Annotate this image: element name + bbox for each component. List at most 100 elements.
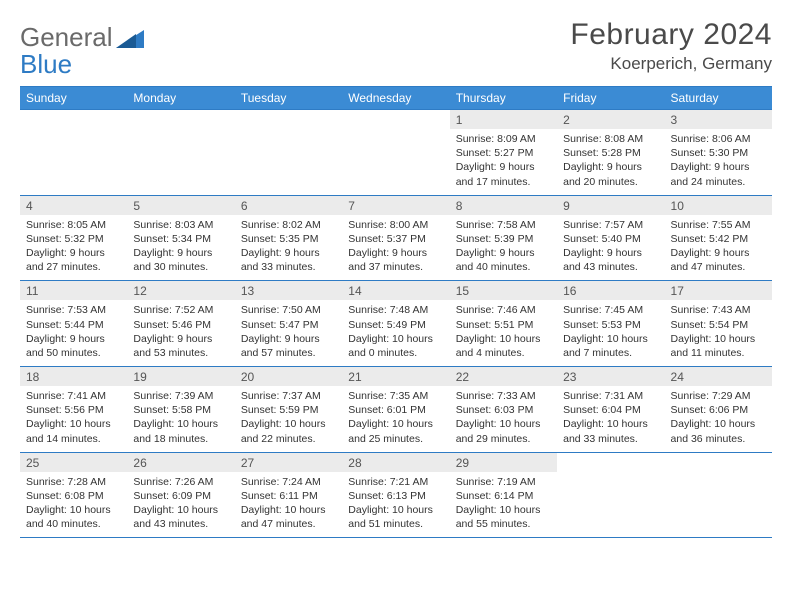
day-cell (235, 110, 342, 196)
day-cell: 7Sunrise: 8:00 AMSunset: 5:37 PMDaylight… (342, 195, 449, 281)
day-cell: 17Sunrise: 7:43 AMSunset: 5:54 PMDayligh… (665, 281, 772, 367)
day-number: 15 (450, 281, 557, 300)
sunset-text: Sunset: 5:46 PM (133, 318, 228, 332)
sunrise-text: Sunrise: 7:50 AM (241, 303, 336, 317)
day-body (127, 129, 234, 187)
sunrise-text: Sunrise: 8:06 AM (671, 132, 766, 146)
sunset-text: Sunset: 5:47 PM (241, 318, 336, 332)
daylight-text: Daylight: 10 hours and 22 minutes. (241, 417, 336, 445)
day-cell: 20 Sunrise: 7:37 AMSunset: 5:59 PMDayligh… (235, 367, 342, 453)
sunrise-text: Sunrise: 7:58 AM (456, 218, 551, 232)
sunrise-text: Sunrise: 7:52 AM (133, 303, 228, 317)
sunset-text: Sunset: 5:30 PM (671, 146, 766, 160)
day-cell: 9Sunrise: 7:57 AMSunset: 5:40 PMDaylight… (557, 195, 664, 281)
sunset-text: Sunset: 6:01 PM (348, 403, 443, 417)
day-body: Sunrise: 7:26 AMSunset: 6:09 PMDaylight:… (127, 472, 234, 538)
day-body: Sunrise: 7:39 AMSunset: 5:58 PMDaylight:… (127, 386, 234, 452)
sunset-text: Sunset: 5:34 PM (133, 232, 228, 246)
sunrise-text: Sunrise: 7:28 AM (26, 475, 121, 489)
week-row: 11Sunrise: 7:53 AMSunset: 5:44 PMDayligh… (20, 281, 772, 367)
daylight-text: Daylight: 9 hours and 47 minutes. (671, 246, 766, 274)
sunset-text: Sunset: 5:51 PM (456, 318, 551, 332)
sunrise-text: Sunrise: 7:26 AM (133, 475, 228, 489)
day-number: 20 (235, 367, 342, 386)
day-number (342, 110, 449, 129)
day-body: Sunrise: 8:08 AMSunset: 5:28 PMDaylight:… (557, 129, 664, 195)
sunset-text: Sunset: 5:37 PM (348, 232, 443, 246)
daylight-text: Daylight: 10 hours and 40 minutes. (26, 503, 121, 531)
day-number: 3 (665, 110, 772, 129)
daylight-text: Daylight: 10 hours and 14 minutes. (26, 417, 121, 445)
day-number: 7 (342, 196, 449, 215)
daylight-text: Daylight: 10 hours and 0 minutes. (348, 332, 443, 360)
day-number: 17 (665, 281, 772, 300)
day-body: Sunrise: 7:43 AMSunset: 5:54 PMDaylight:… (665, 300, 772, 366)
daylight-text: Daylight: 10 hours and 11 minutes. (671, 332, 766, 360)
sunrise-text: Sunrise: 7:19 AM (456, 475, 551, 489)
sunrise-text: Sunrise: 7:24 AM (241, 475, 336, 489)
location: Koerperich, Germany (570, 54, 772, 74)
day-body: Sunrise: 7:45 AMSunset: 5:53 PMDaylight:… (557, 300, 664, 366)
sunset-text: Sunset: 6:03 PM (456, 403, 551, 417)
day-cell: 2Sunrise: 8:08 AMSunset: 5:28 PMDaylight… (557, 110, 664, 196)
sunrise-text: Sunrise: 7:53 AM (26, 303, 121, 317)
week-row: 18Sunrise: 7:41 AMSunset: 5:56 PMDayligh… (20, 367, 772, 453)
calendar-table: Sunday Monday Tuesday Wednesday Thursday… (20, 86, 772, 538)
day-cell: 6Sunrise: 8:02 AMSunset: 5:35 PMDaylight… (235, 195, 342, 281)
sunrise-text: Sunrise: 8:02 AM (241, 218, 336, 232)
day-cell: 3Sunrise: 8:06 AMSunset: 5:30 PMDaylight… (665, 110, 772, 196)
day-header: Saturday (665, 87, 772, 110)
day-body: Sunrise: 8:02 AMSunset: 5:35 PMDaylight:… (235, 215, 342, 281)
day-cell: 4Sunrise: 8:05 AMSunset: 5:32 PMDaylight… (20, 195, 127, 281)
day-body (557, 472, 664, 530)
day-cell: 25Sunrise: 7:28 AMSunset: 6:08 PMDayligh… (20, 452, 127, 538)
day-body: Sunrise: 7:28 AMSunset: 6:08 PMDaylight:… (20, 472, 127, 538)
daylight-text: Daylight: 10 hours and 43 minutes. (133, 503, 228, 531)
logo-text-2: Blue (20, 49, 72, 79)
daylight-text: Daylight: 10 hours and 29 minutes. (456, 417, 551, 445)
day-number: 12 (127, 281, 234, 300)
day-body: Sunrise: 7:35 AMSunset: 6:01 PMDaylight:… (342, 386, 449, 452)
sunset-text: Sunset: 5:59 PM (241, 403, 336, 417)
day-header-row: Sunday Monday Tuesday Wednesday Thursday… (20, 87, 772, 110)
sunset-text: Sunset: 5:58 PM (133, 403, 228, 417)
day-number: 2 (557, 110, 664, 129)
sunrise-text: Sunrise: 8:00 AM (348, 218, 443, 232)
day-cell (342, 110, 449, 196)
sunset-text: Sunset: 6:14 PM (456, 489, 551, 503)
day-cell: 12Sunrise: 7:52 AMSunset: 5:46 PMDayligh… (127, 281, 234, 367)
day-number: 19 (127, 367, 234, 386)
sunrise-text: Sunrise: 7:37 AM (241, 389, 336, 403)
day-body: Sunrise: 7:21 AMSunset: 6:13 PMDaylight:… (342, 472, 449, 538)
day-number: 26 (127, 453, 234, 472)
daylight-text: Daylight: 10 hours and 4 minutes. (456, 332, 551, 360)
day-body: Sunrise: 7:57 AMSunset: 5:40 PMDaylight:… (557, 215, 664, 281)
daylight-text: Daylight: 9 hours and 40 minutes. (456, 246, 551, 274)
sunset-text: Sunset: 5:40 PM (563, 232, 658, 246)
day-body: Sunrise: 7:41 AMSunset: 5:56 PMDaylight:… (20, 386, 127, 452)
day-cell: 11Sunrise: 7:53 AMSunset: 5:44 PMDayligh… (20, 281, 127, 367)
day-cell: 19Sunrise: 7:39 AMSunset: 5:58 PMDayligh… (127, 367, 234, 453)
sunset-text: Sunset: 5:53 PM (563, 318, 658, 332)
day-cell: 29Sunrise: 7:19 AMSunset: 6:14 PMDayligh… (450, 452, 557, 538)
sunset-text: Sunset: 5:54 PM (671, 318, 766, 332)
day-number: 11 (20, 281, 127, 300)
sunrise-text: Sunrise: 7:21 AM (348, 475, 443, 489)
sunset-text: Sunset: 5:35 PM (241, 232, 336, 246)
day-cell: 10Sunrise: 7:55 AMSunset: 5:42 PMDayligh… (665, 195, 772, 281)
sunrise-text: Sunrise: 8:05 AM (26, 218, 121, 232)
day-number: 24 (665, 367, 772, 386)
day-cell: 14Sunrise: 7:48 AMSunset: 5:49 PMDayligh… (342, 281, 449, 367)
sunrise-text: Sunrise: 8:09 AM (456, 132, 551, 146)
day-body (20, 129, 127, 187)
day-number: 8 (450, 196, 557, 215)
daylight-text: Daylight: 10 hours and 36 minutes. (671, 417, 766, 445)
logo-triangle-icon (116, 26, 144, 48)
day-number: 25 (20, 453, 127, 472)
day-cell (127, 110, 234, 196)
sunrise-text: Sunrise: 7:33 AM (456, 389, 551, 403)
day-cell (20, 110, 127, 196)
day-header: Sunday (20, 87, 127, 110)
day-number (665, 453, 772, 472)
day-number: 28 (342, 453, 449, 472)
